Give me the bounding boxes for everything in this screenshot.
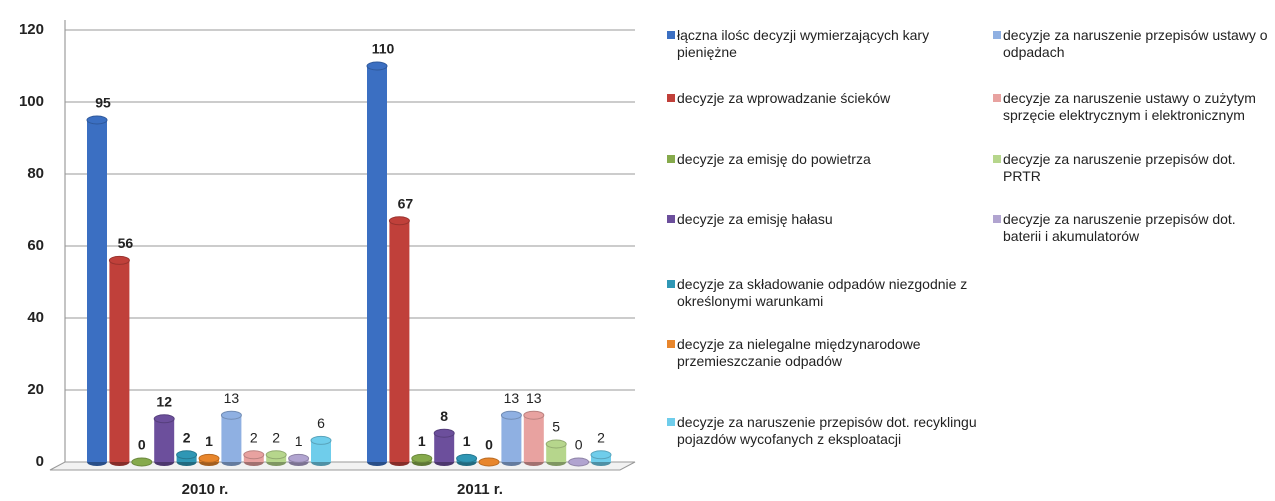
bar xyxy=(109,260,130,462)
bar-top xyxy=(220,410,242,420)
legend-item: decyzje za naruszenie przepisów ustawy o… xyxy=(993,27,1273,61)
legend-swatch xyxy=(993,31,1001,39)
legend-item: decyzje za emisję do powietrza xyxy=(667,151,977,168)
legend-item: decyzje za emisję hałasu xyxy=(667,211,977,228)
y-tick-label: 0 xyxy=(36,453,44,470)
legend-label: decyzje za wprowadzanie ścieków xyxy=(677,90,891,106)
bar-top xyxy=(153,414,175,424)
data-label: 8 xyxy=(440,408,448,424)
legend-label: decyzje za naruszenie ustawy o zużytym s… xyxy=(1003,90,1256,123)
legend-item: łączna ilośc decyzji wymierzających kary… xyxy=(667,27,977,61)
legend-item: decyzje za naruszenie przepisów dot. bat… xyxy=(993,211,1273,245)
data-label: 13 xyxy=(526,390,542,406)
data-label: 0 xyxy=(575,437,583,453)
data-label: 1 xyxy=(463,433,471,449)
bar-top xyxy=(433,428,455,438)
legend-item: decyzje za naruszenie ustawy o zużytym s… xyxy=(993,90,1263,124)
data-label: 56 xyxy=(118,235,134,251)
bar-top xyxy=(478,457,500,467)
y-tick-label: 120 xyxy=(19,21,44,38)
legend-item: decyzje za nielegalne międzynarodowe prz… xyxy=(667,336,977,370)
legend-swatch xyxy=(993,215,1001,223)
data-label: 1 xyxy=(295,433,303,449)
bar-top xyxy=(243,450,265,460)
data-label: 1 xyxy=(205,433,213,449)
y-tick-label: 40 xyxy=(27,309,44,326)
y-tick-label: 100 xyxy=(19,93,44,110)
data-label: 95 xyxy=(95,95,111,111)
bar-top xyxy=(590,450,612,460)
bar-top xyxy=(500,410,522,420)
legend-label: decyzje za składowanie odpadów niezgodni… xyxy=(677,276,968,309)
data-label: 2 xyxy=(183,430,191,446)
legend-swatch xyxy=(993,155,1001,163)
legend-item: decyzje za wprowadzanie ścieków xyxy=(667,90,977,107)
data-label: 0 xyxy=(485,437,493,453)
legend-label: decyzje za nielegalne międzynarodowe prz… xyxy=(677,336,921,369)
bar-top xyxy=(86,115,108,125)
bar xyxy=(389,220,410,462)
bar-top xyxy=(310,435,332,445)
bar xyxy=(311,440,331,462)
data-label: 13 xyxy=(504,390,520,406)
legend-label: decyzje za emisję do powietrza xyxy=(677,151,871,167)
bar-top xyxy=(288,453,310,463)
legend-item: decyzje za składowanie odpadów niezgodni… xyxy=(667,276,987,310)
data-label: 5 xyxy=(552,419,560,435)
legend-swatch xyxy=(667,418,675,426)
bar-top xyxy=(265,450,287,460)
bar-top xyxy=(523,410,545,420)
bar-top xyxy=(411,453,433,463)
bar xyxy=(501,415,522,462)
bar-top xyxy=(568,457,590,467)
legend-swatch xyxy=(667,215,675,223)
legend-label: decyzje za naruszenie przepisów dot. PRT… xyxy=(1003,151,1236,184)
legend-swatch xyxy=(667,94,675,102)
bar xyxy=(87,120,107,462)
bar-top xyxy=(108,255,130,265)
legend-swatch xyxy=(667,280,675,288)
legend-item: decyzje za naruszenie przepisów dot. rec… xyxy=(667,414,997,448)
bar-top xyxy=(456,453,478,463)
x-tick-label: 2010 r. xyxy=(182,481,229,498)
bar-top xyxy=(198,453,220,463)
data-label: 110 xyxy=(372,41,395,57)
y-tick-label: 20 xyxy=(27,381,44,398)
legend-label: decyzje za naruszenie przepisów dot. rec… xyxy=(677,414,977,447)
bar-top xyxy=(366,61,388,71)
y-tick-label: 80 xyxy=(27,165,44,182)
legend-item: decyzje za naruszenie przepisów dot. PRT… xyxy=(993,151,1273,185)
data-label: 0 xyxy=(138,437,146,453)
legend-label: decyzje za emisję hałasu xyxy=(677,211,833,227)
bar xyxy=(434,433,455,462)
data-label: 67 xyxy=(398,196,414,212)
bar xyxy=(367,66,387,462)
data-label: 2 xyxy=(250,430,258,446)
legend-label: łączna ilośc decyzji wymierzających kary… xyxy=(677,27,930,60)
bar xyxy=(221,415,242,462)
data-label: 13 xyxy=(224,390,240,406)
bar-top xyxy=(176,450,198,460)
legend-swatch xyxy=(667,155,675,163)
bar xyxy=(154,418,175,462)
data-label: 2 xyxy=(597,430,605,446)
y-tick-label: 60 xyxy=(27,237,44,254)
legend-swatch xyxy=(993,94,1001,102)
data-label: 2 xyxy=(272,430,280,446)
data-label: 6 xyxy=(317,415,325,431)
bar-top xyxy=(388,216,410,226)
bar-top xyxy=(545,439,567,449)
legend-label: decyzje za naruszenie przepisów ustawy o… xyxy=(1003,27,1268,60)
bar xyxy=(546,444,567,462)
data-label: 12 xyxy=(156,394,172,410)
legend-swatch xyxy=(667,31,675,39)
x-tick-label: 2011 r. xyxy=(457,481,503,498)
legend-label: decyzje za naruszenie przepisów dot. bat… xyxy=(1003,211,1236,244)
bar xyxy=(523,415,544,462)
legend-swatch xyxy=(667,340,675,348)
bar-top xyxy=(131,457,153,467)
data-label: 1 xyxy=(418,433,426,449)
